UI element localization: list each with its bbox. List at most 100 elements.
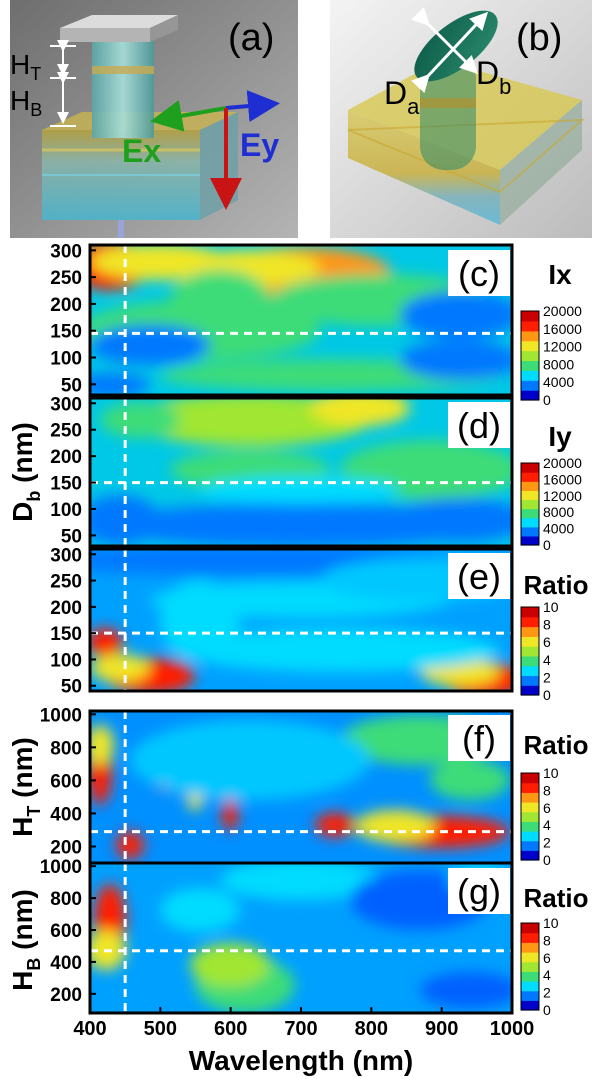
colorbar-band [521,981,539,992]
colorbar-tick-label: 12000 [543,488,582,504]
colorbar-band [521,370,539,381]
y-tick-label: 800 [50,889,82,910]
colorbar-band [521,490,539,501]
panel-b-label: (b) [516,17,562,59]
colorbar-tick-label: 8000 [543,356,574,372]
colorbar-tick-label: 4 [543,652,551,668]
ex-label: Ex [122,133,161,169]
heatmap-e: 50 100 150 200 250 300 (e) Ratio 0 24 68 10 [50,545,589,703]
colorbar-frame [520,772,540,861]
heatmap-cell [90,628,123,656]
colorbar-band [521,665,539,677]
heatmap-c-guides [90,245,512,395]
heatmap-cell [220,863,380,900]
heatmap-e-frame [88,547,514,693]
panel-a-label: (a) [228,17,274,59]
heatmap-e-title: Ratio [524,570,589,600]
y-label-db-rest: (nm) [7,422,38,490]
y-tick-label: 300 [50,241,82,262]
colorbar-band [521,773,539,784]
colorbar-band [521,655,539,667]
heatmap-cell [400,291,512,339]
heatmap-cell [90,325,210,365]
heatmap-cell [160,888,240,932]
heatmap-cell [90,725,114,765]
x-tick-label: 700 [284,1018,317,1040]
colorbar-band [521,802,539,813]
heatmap-f-guides [90,711,512,863]
heatmap-cell [222,799,238,831]
y-label-hb-sub: B [24,958,44,971]
colorbar-tick-label: 0 [543,687,551,703]
y-tick-label: 200 [50,837,82,858]
x-tick-label: 600 [214,1018,247,1040]
heatmap-e-label: (e) [457,556,501,597]
y-tick-label: 50 [61,677,82,698]
colorbar-band [521,952,539,963]
colorbar-tick-label: 0 [543,392,551,408]
heatmap-d-guides [90,398,512,546]
colorbar-tick-label: 8 [543,617,551,633]
colorbar-band [521,932,539,943]
y-tick-label: 200 [50,295,82,316]
y-tick-label: 150 [50,474,82,495]
heatmap-cell [170,270,270,330]
colorbar-band [521,360,539,371]
y-tick-label: 1000 [40,857,82,878]
colorbar-band [521,380,539,391]
colorbar-band [521,990,539,1001]
y-label-db: Db (nm) [7,422,44,522]
colorbar-tick-label: 6 [543,800,551,816]
colorbar-band [521,517,539,528]
heatmap-c-blobs [90,245,512,395]
da-label-main: D [384,75,407,111]
polarization-axes [150,90,280,210]
heatmap-cell [355,810,435,842]
colorbar-tick-label: 0 [543,537,551,553]
y-label-db-sub: b [24,491,44,502]
colorbar-band [521,535,539,546]
colorbar-band [521,626,539,637]
colorbar-band [521,971,539,982]
heatmap-f: 200 400 600 800 1000 (f) Ratio 02 46 810 [40,705,589,868]
colorbar-tick-label: 8000 [543,504,574,520]
ht-label-sub: T [30,64,41,84]
heatmap-d-blobs [90,398,512,546]
colorbar-tick-label: 10 [543,599,559,615]
heatmap-d-frame [88,396,514,548]
colorbar-frame [520,310,540,401]
colorbar-band [521,311,539,322]
colorbar-band [521,923,539,934]
colorbar-band [521,850,539,861]
colorbar-band [521,831,539,842]
y-label-hb: HB (nm) [7,889,44,991]
heatmap-cell [90,654,150,682]
heatmap-f-field [90,711,512,863]
heatmap-c-label: (c) [458,253,500,294]
colorbar-tick-label: 0 [543,1002,551,1018]
colorbar-tick-label: 4000 [543,521,574,537]
colorbar-band [521,472,539,482]
heatmap-c-label-box [448,250,510,296]
colorbar-band [521,607,539,618]
y-tick-label: 600 [50,771,82,792]
colorbar-band [521,481,539,491]
colorbar-band [521,616,539,628]
colorbar-band [521,636,539,647]
ht-label-main: H [10,49,30,80]
y-tick-label: 1000 [40,705,82,726]
ey-label: Ey [240,127,279,163]
y-tick-label: 200 [50,447,82,468]
heatmap-c-frame [88,243,514,397]
y-label-hb-main: H [7,971,38,991]
x-tick-label: 500 [144,1018,177,1040]
y-tick-label: 800 [50,738,82,759]
colorbar-tick-label: 0 [543,852,551,868]
heatmap-cell [430,760,510,800]
colorbar-tick-label: 6 [543,634,551,650]
colorbar-band [521,350,539,362]
y-tick-label: 400 [50,804,82,825]
